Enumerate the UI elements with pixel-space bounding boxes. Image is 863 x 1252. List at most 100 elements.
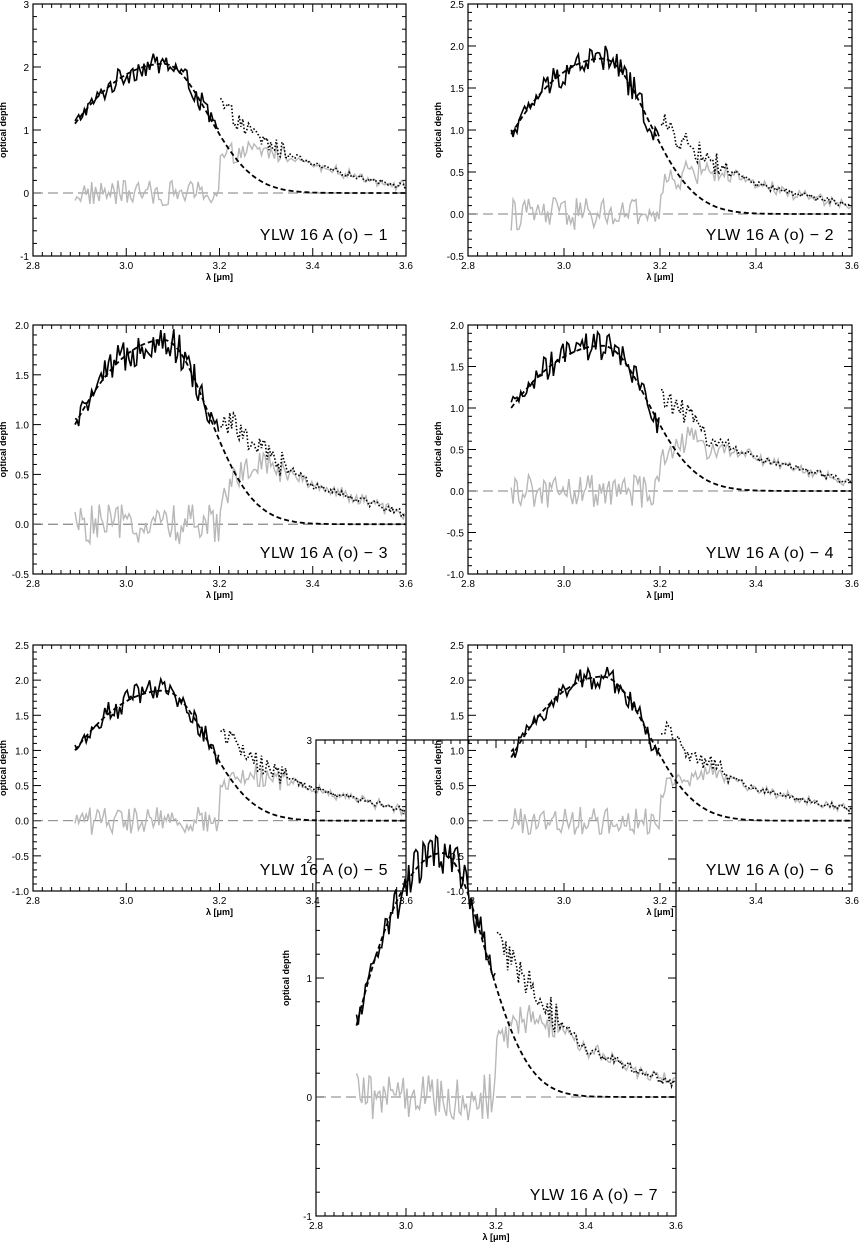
x-tick-label: 3.2 [213,261,227,272]
x-tick-label: 3.0 [119,261,133,272]
y-tick-label: 1.0 [450,746,464,757]
x-tick-label: 3.6 [845,896,859,907]
x-tick-label: 3.0 [557,261,571,272]
y-tick-label: 1.5 [15,371,29,382]
x-axis-title: λ [μm] [206,907,233,917]
x-tick-label: 3.2 [213,896,227,907]
y-tick-label: 2.5 [450,0,464,11]
y-axis-title: optical depth [0,740,8,796]
x-tick-label: 3.4 [749,896,763,907]
y-tick-label: 0.5 [450,446,464,457]
x-tick-label: 3.6 [845,261,859,272]
y-tick-label: -1 [303,1212,312,1223]
x-tick-label: 3.0 [119,896,133,907]
y-tick-label: 1.5 [450,363,464,374]
y-tick-label: -1.0 [447,887,465,898]
x-tick-label: 2.8 [461,579,475,590]
y-axis-title: optical depth [0,422,8,478]
x-tick-label: 3.4 [579,1221,593,1232]
x-tick-label: 3.4 [306,261,320,272]
tail-series [220,410,406,518]
y-tick-label: 1 [23,126,29,137]
observed-series [355,834,496,1025]
panel-label: YLW 16 A (o) − 7 [530,1187,658,1204]
y-tick-label: -0.5 [447,852,465,863]
observed-series [510,45,660,141]
fit-series [74,689,406,822]
x-axis-title: λ [μm] [646,907,673,917]
y-tick-label: 3 [306,736,312,747]
x-axis-title: λ [μm] [206,590,233,600]
y-tick-label: 2.5 [450,641,464,652]
plot-frame [467,644,853,892]
y-tick-label: -0.5 [12,570,30,581]
panel-label: YLW 16 A (o) − 2 [706,227,834,244]
y-tick-label: 2.5 [15,641,29,652]
x-tick-label: 3.0 [399,1221,413,1232]
y-tick-label: 0.5 [15,782,29,793]
plot-frame [467,3,853,257]
panel-5: 2.8 3.0 3.2 3.4 3.6 -1.0 -0.5 0.0 0.5 1.0 1.5 2.0 2.… [0,641,413,917]
x-tick-label: 2.8 [26,896,40,907]
y-tick-label: -0.5 [447,529,465,540]
y-axis-title: optical depth [433,102,443,158]
x-tick-label: 3.4 [306,579,320,590]
y-tick-label: 0 [23,189,29,200]
panel-label: YLW 16 A (o) − 4 [706,545,834,562]
x-tick-label: 3.2 [653,261,667,272]
fit-series [74,338,406,526]
y-tick-label: 1.0 [450,126,464,137]
panel-label: YLW 16 A (o) − 3 [260,545,388,562]
y-tick-label: 1.0 [15,421,29,432]
panel-3: 2.8 3.0 3.2 3.4 3.6 -0.5 0.0 0.5 1.0 1.5 2.0 optica… [0,321,413,600]
residual-series [355,1004,676,1121]
y-tick-label: 0.0 [15,817,29,828]
residual-series [74,764,406,836]
y-tick-label: 2.0 [15,676,29,687]
y-tick-label: 0.0 [15,520,29,531]
y-tick-label: 1.5 [450,711,464,722]
panel-7: 2.8 3.0 3.2 3.4 3.6 -1 0 1 2 3 optical depth λ [μm]… [281,736,683,1242]
plot-frame [32,644,407,892]
tail-series [660,388,852,484]
x-tick-label: 3.6 [845,579,859,590]
observed-series [74,53,220,130]
y-axis-title: optical depth [433,740,443,796]
observed-series [74,329,220,432]
x-tick-label: 3.2 [213,579,227,590]
y-tick-label: 2.0 [15,321,29,332]
fit-series [510,675,851,822]
x-tick-label: 2.8 [461,896,475,907]
residual-series [74,139,406,207]
x-tick-label: 3.6 [669,1221,683,1232]
x-tick-label: 3.2 [653,896,667,907]
y-tick-label: -0.5 [447,252,465,263]
x-tick-label: 2.8 [26,579,40,590]
y-tick-label: 2 [306,855,312,866]
x-tick-label: 3.4 [749,579,763,590]
y-tick-label: 0.5 [15,470,29,481]
x-axis-title: λ [μm] [646,272,673,282]
y-tick-label: 0.5 [450,168,464,179]
x-tick-label: 3.2 [653,579,667,590]
tail-series [660,720,852,813]
y-tick-label: 2 [23,63,29,74]
y-tick-label: -1.0 [12,887,30,898]
observed-series [510,665,660,758]
panel-1: 2.8 3.0 3.2 3.4 3.6 -1 0 1 2 3 optical depth λ [μm]… [0,0,413,282]
observed-series [510,329,660,434]
y-tick-label: 1.5 [450,84,464,95]
y-tick-label: -0.5 [12,852,30,863]
panel-label: YLW 16 A (o) − 6 [706,862,834,879]
x-tick-label: 3.4 [749,261,763,272]
fit-series [355,852,676,1098]
y-tick-label: 1.5 [15,711,29,722]
observed-series [74,676,220,765]
panel-label: YLW 16 A (o) − 1 [260,227,388,244]
tail-series [496,931,676,1090]
residual-series [510,426,852,508]
x-tick-label: 3.2 [489,1221,503,1232]
plot-frame [32,3,407,257]
x-tick-label: 2.8 [461,261,475,272]
